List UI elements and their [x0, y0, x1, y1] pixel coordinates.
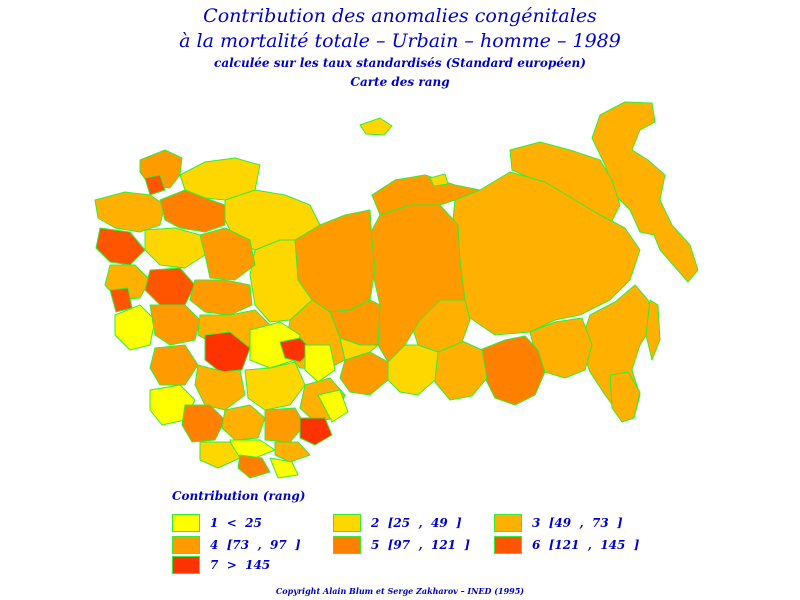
region-buryatia	[434, 339, 488, 401]
legend-label-6: 6 [121 , 145 ]	[532, 538, 640, 552]
region-central-5	[199, 227, 256, 281]
region-primorye	[609, 371, 641, 423]
region-central-1	[94, 191, 166, 233]
legend-swatch-7	[172, 556, 200, 574]
legend-label-5: 5 [97 , 121 ]	[371, 538, 471, 552]
region-south-4	[264, 407, 306, 443]
region-murmansk	[144, 174, 166, 196]
map-subtitle: calculée sur les taux standardisés (Stan…	[214, 56, 586, 70]
region-west-1	[114, 304, 156, 351]
region-volgograd	[194, 364, 246, 411]
map-title: Contribution des anomalies congénitales	[203, 5, 597, 27]
region-taimyr	[371, 174, 481, 216]
region-saratov	[204, 331, 251, 373]
map-caption: Carte des rang	[350, 75, 450, 89]
legend-label-1: 1 < 25	[210, 516, 262, 530]
legend-label-3: 3 [49 , 73 ]	[532, 516, 623, 530]
region-south-1	[149, 344, 199, 386]
region-khabarovsk	[579, 284, 656, 419]
legend-swatch-5	[333, 536, 361, 554]
region-south-yellow	[317, 389, 349, 423]
region-kurgan	[304, 344, 336, 383]
map-title-line2: à la mortalité totale – Urbain – homme –…	[179, 30, 621, 52]
legend-swatch-2	[333, 514, 361, 532]
legend-swatch-6	[494, 536, 522, 554]
island-north	[429, 173, 449, 187]
region-kamchatka	[591, 101, 699, 283]
island-novaya-zemlya	[359, 117, 393, 136]
region-stavropol	[181, 404, 226, 443]
region-kemerovo	[339, 337, 379, 361]
legend-swatch-4	[172, 536, 200, 554]
region-smolensk	[109, 287, 133, 313]
region-caucasus-4	[237, 454, 271, 479]
copyright-notice: Copyright Alain Blum et Serge Zakharov –…	[275, 586, 525, 596]
region-caucasus-2	[199, 441, 241, 469]
legend-label-4: 4 [73 , 97 ]	[210, 538, 301, 552]
region-central-3	[95, 227, 146, 266]
region-astrakhan	[244, 361, 306, 411]
legend-label-7: 7 > 145	[210, 558, 271, 572]
legend-title: Contribution (rang)	[172, 489, 306, 503]
region-central-7	[144, 267, 196, 306]
legend-swatch-1	[172, 514, 200, 532]
region-caucasus-hot	[299, 417, 333, 446]
region-central-8	[189, 279, 253, 316]
region-caucasus-5	[269, 457, 299, 479]
legend-label-2: 2 [25 , 49 ]	[371, 516, 462, 530]
region-south-3	[221, 404, 266, 441]
region-west-2	[149, 304, 201, 346]
region-altai	[339, 351, 389, 396]
island-sakhalin	[645, 299, 661, 361]
region-central-2	[159, 189, 226, 233]
region-central-4	[144, 227, 206, 269]
legend-swatch-3	[494, 514, 522, 532]
region-chita	[479, 335, 546, 406]
region-caucasus-3	[274, 441, 311, 463]
region-tyva	[387, 344, 439, 396]
region-krasnoyarsk	[367, 204, 466, 363]
